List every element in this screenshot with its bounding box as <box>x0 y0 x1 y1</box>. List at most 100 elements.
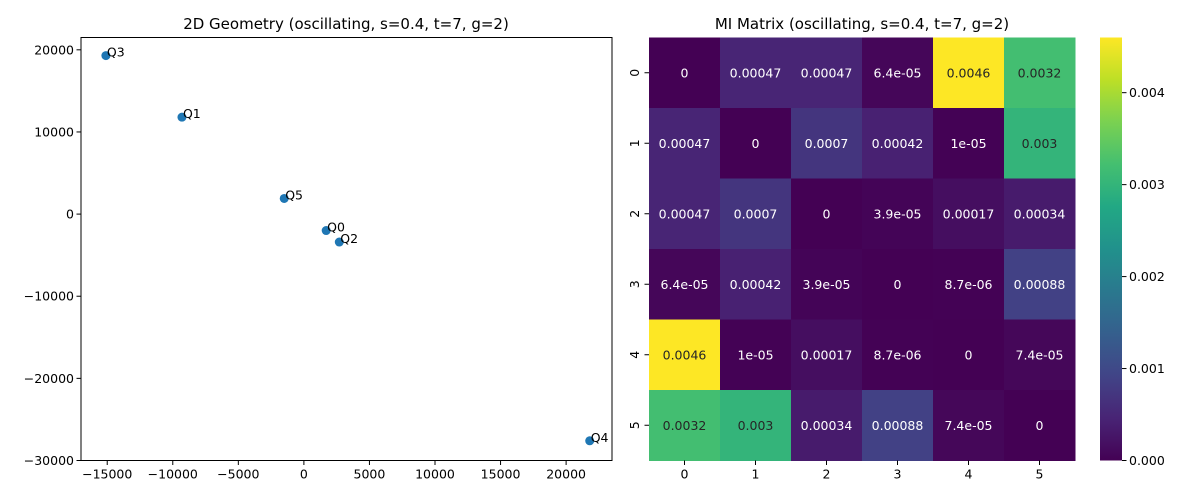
scatter-point-label: Q4 <box>591 430 609 445</box>
scatter-y-axis: 20000 10000 0 −10000 −20000 −30000 <box>24 42 81 468</box>
heatmap-x-tick-label: 1 <box>752 467 760 482</box>
heatmap-cell <box>862 178 934 250</box>
heatmap-cell-label: 0.003 <box>1022 136 1058 151</box>
colorbar-axis: 0.000 0.001 0.002 0.003 0.004 <box>1122 85 1165 468</box>
heatmap-x-tick-label: 0 <box>681 467 689 482</box>
heatmap-cell-label: 0.0007 <box>805 136 849 151</box>
heatmap-cell <box>862 249 934 320</box>
heatmap-y-tick-label: 1 <box>627 139 642 147</box>
heatmap-y-tick-label: 4 <box>627 351 642 359</box>
heatmap-cell <box>720 249 792 320</box>
scatter-y-tick-label: 10000 <box>34 124 74 139</box>
scatter-point-label: Q1 <box>183 106 201 121</box>
heatmap-y-axis: 0 1 2 3 4 5 <box>627 69 649 429</box>
scatter-x-tick-label: 10000 <box>415 467 455 482</box>
heatmap-cell-label: 0.0007 <box>734 206 778 221</box>
heatmap-cell-label: 7.4e-05 <box>945 418 993 433</box>
heatmap-x-tick-label: 3 <box>894 467 902 482</box>
scatter-point-q5 <box>279 193 289 203</box>
heatmap-cell <box>1004 37 1076 109</box>
scatter-point-label: Q3 <box>107 45 125 60</box>
colorbar-tick-label: 0.002 <box>1129 269 1165 284</box>
heatmap-cell <box>791 37 863 109</box>
heatmap-x-tick-label: 4 <box>965 467 973 482</box>
scatter-x-tick-label: −15000 <box>82 467 132 482</box>
heatmap-cell-label: 0.0032 <box>1018 65 1062 80</box>
scatter-x-tick-label: 20000 <box>546 467 586 482</box>
heatmap-x-tick-label: 2 <box>823 467 831 482</box>
heatmap-cell-label: 0.00017 <box>943 206 995 221</box>
scatter-y-tick-label: −30000 <box>24 453 74 468</box>
scatter-x-tick-label: 0 <box>300 467 308 482</box>
heatmap-cell <box>649 178 721 250</box>
scatter-point-q0 <box>321 226 331 236</box>
heatmap-panel: MI Matrix (oscillating, s=0.4, t=7, g=2)… <box>627 15 1165 482</box>
heatmap-cell-label: 0 <box>823 206 831 221</box>
scatter-panel: 2D Geometry (oscillating, s=0.4, t=7, g=… <box>24 15 613 482</box>
heatmap-cell-label: 0.003 <box>738 418 774 433</box>
heatmap-cell-label: 0.00088 <box>872 418 924 433</box>
heatmap-cell-label: 8.7e-06 <box>945 277 993 292</box>
scatter-x-axis: −15000 −10000 −5000 0 5000 10000 15000 20000 <box>82 460 586 482</box>
heatmap-cell-label: 8.7e-06 <box>874 347 922 362</box>
heatmap-cell <box>862 108 934 179</box>
heatmap-cell <box>1004 390 1076 461</box>
scatter-y-tick-label: −20000 <box>24 371 74 386</box>
heatmap-cell <box>933 178 1005 250</box>
heatmap-cell <box>720 108 792 179</box>
heatmap-cell-label: 0.00017 <box>801 347 853 362</box>
heatmap-cell-label: 0 <box>894 277 902 292</box>
heatmap-cell <box>933 37 1005 109</box>
heatmap-cell <box>649 390 721 461</box>
heatmap-cell <box>649 249 721 320</box>
heatmap-cell-label: 0.00047 <box>801 65 853 80</box>
heatmap-cell-label: 0.00042 <box>730 277 782 292</box>
colorbar-tick-label: 0.003 <box>1129 177 1165 192</box>
scatter-point-label: Q5 <box>285 187 303 202</box>
colorbar-tick-label: 0.004 <box>1129 85 1165 100</box>
heatmap-cell <box>791 390 863 461</box>
heatmap-cell-label: 0.0046 <box>947 65 991 80</box>
scatter-point-q2 <box>334 237 344 247</box>
colorbar-tick-label: 0.000 <box>1129 453 1165 468</box>
heatmap-cell-label: 0.00047 <box>659 136 711 151</box>
heatmap-cell <box>791 319 863 391</box>
heatmap-cell <box>649 319 721 391</box>
heatmap-cell <box>933 108 1005 179</box>
scatter-point-q4 <box>585 436 595 446</box>
heatmap-cell-label: 0.00088 <box>1014 277 1066 292</box>
heatmap-cell <box>862 37 934 109</box>
scatter-x-tick-label: −5000 <box>217 467 259 482</box>
heatmap-y-tick-label: 3 <box>627 280 642 288</box>
colorbar <box>1100 37 1122 461</box>
scatter-x-tick-label: 5000 <box>354 467 386 482</box>
scatter-x-tick-label: 15000 <box>481 467 521 482</box>
heatmap-cell-label: 0.00047 <box>730 65 782 80</box>
heatmap-cell-label: 6.4e-05 <box>874 65 922 80</box>
scatter-title: 2D Geometry (oscillating, s=0.4, t=7, g=… <box>183 15 509 33</box>
heatmap-cell-label: 0.00042 <box>872 136 924 151</box>
scatter-point-q1 <box>177 112 187 122</box>
scatter-y-tick-label: −10000 <box>24 289 74 304</box>
heatmap-cell-label: 0.00034 <box>801 418 853 433</box>
heatmap-cell-label: 7.4e-05 <box>1016 347 1064 362</box>
heatmap-cell <box>720 390 792 461</box>
heatmap-cell <box>1004 319 1076 391</box>
heatmap-cell <box>720 178 792 250</box>
heatmap-cell <box>933 390 1005 461</box>
heatmap-cell <box>720 37 792 109</box>
scatter-x-tick-label: −10000 <box>148 467 198 482</box>
heatmap-cell <box>862 319 934 391</box>
heatmap-x-axis: 0 1 2 3 4 5 <box>681 460 1044 482</box>
heatmap-cell-label: 0 <box>965 347 973 362</box>
heatmap-cell <box>791 108 863 179</box>
heatmap-cell <box>933 319 1005 391</box>
heatmap-y-tick-label: 0 <box>627 69 642 77</box>
heatmap-cell-label: 0.00047 <box>659 206 711 221</box>
heatmap-cell-label: 0 <box>681 65 689 80</box>
heatmap-x-tick-label: 5 <box>1036 467 1044 482</box>
heatmap-cell <box>720 319 792 391</box>
scatter-plot-frame <box>80 37 613 461</box>
heatmap-cell-label: 6.4e-05 <box>661 277 709 292</box>
